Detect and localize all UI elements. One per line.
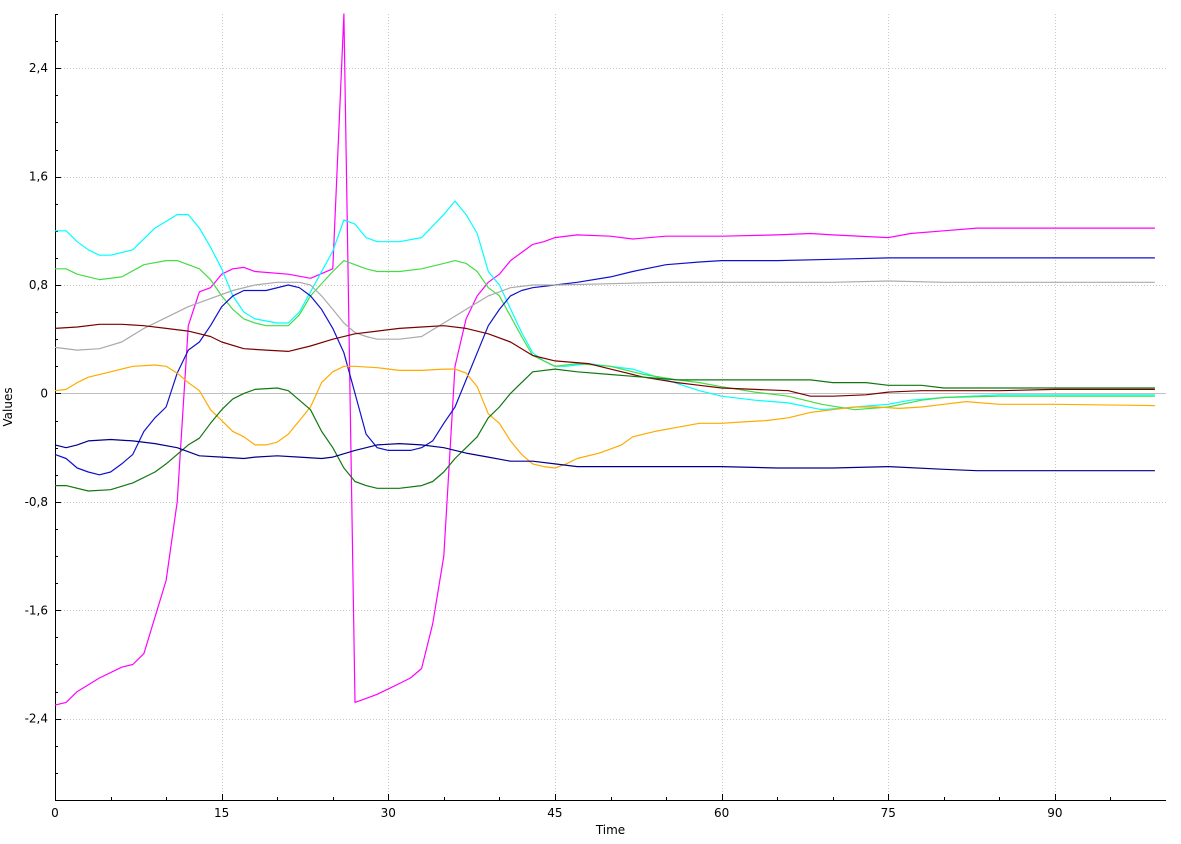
- y-tick-label: 0,8: [29, 278, 48, 292]
- series-line-2: [55, 200, 1155, 411]
- y-tick-label: 1,6: [29, 170, 48, 184]
- x-tick-label: 0: [51, 806, 59, 820]
- y-tick-label: -1,6: [25, 603, 48, 617]
- x-tick-label: 90: [1047, 806, 1062, 820]
- series-line-4: [54, 257, 1155, 476]
- y-tick-label: -2,4: [25, 712, 48, 726]
- y-axis-title: Values: [1, 387, 15, 426]
- series-line-8: [55, 368, 1155, 492]
- x-tick-label: 75: [881, 806, 896, 820]
- x-tick-label: 45: [547, 806, 562, 820]
- x-tick-label: 60: [714, 806, 729, 820]
- grid: [55, 14, 1166, 800]
- series-line-3: [55, 260, 1155, 411]
- x-tick-label: 15: [214, 806, 229, 820]
- x-tick-label: 30: [381, 806, 396, 820]
- axes: 0 15 30 45 60 75 90 -2,4 -1,6 -0,8 0 0,8 1,6 2,4: [25, 14, 1166, 820]
- series-group: [54, 13, 1155, 706]
- y-tick-label: 0: [40, 386, 48, 400]
- series-line-6: [54, 323, 1155, 397]
- series-line-9: [54, 438, 1155, 472]
- series-line-1: [54, 13, 1155, 706]
- y-tick-label: 2,4: [29, 61, 48, 75]
- series-line-5: [54, 280, 1155, 351]
- series-line-7: [54, 364, 1155, 469]
- y-tick-label: -0,8: [25, 495, 48, 509]
- x-axis-title: Time: [595, 823, 625, 837]
